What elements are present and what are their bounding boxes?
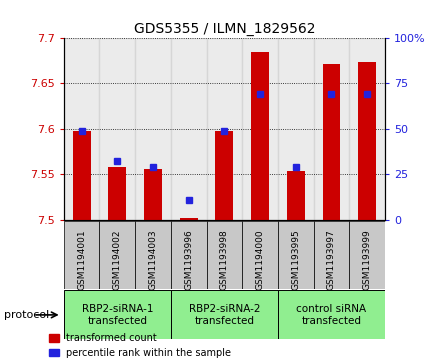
Text: protocol: protocol xyxy=(4,310,50,320)
Bar xyxy=(64,221,99,289)
Bar xyxy=(206,38,242,220)
Text: GSM1193995: GSM1193995 xyxy=(291,229,300,290)
Bar xyxy=(323,64,341,220)
Bar xyxy=(171,290,278,339)
Bar xyxy=(64,290,171,339)
Bar xyxy=(287,171,305,220)
Bar xyxy=(171,38,206,220)
Text: GSM1193999: GSM1193999 xyxy=(363,229,372,290)
Bar xyxy=(314,221,349,289)
Text: RBP2-siRNA-1
transfected: RBP2-siRNA-1 transfected xyxy=(81,304,153,326)
Text: GSM1193997: GSM1193997 xyxy=(327,229,336,290)
Bar xyxy=(108,167,126,220)
Bar xyxy=(99,221,135,289)
Bar xyxy=(349,38,385,220)
Bar xyxy=(242,221,278,289)
Bar xyxy=(216,131,233,220)
Bar xyxy=(171,221,206,289)
Bar xyxy=(278,38,314,220)
Text: GSM1194000: GSM1194000 xyxy=(256,229,264,290)
Bar xyxy=(278,290,385,339)
Bar xyxy=(135,221,171,289)
Bar xyxy=(314,38,349,220)
Text: GSM1194001: GSM1194001 xyxy=(77,229,86,290)
Bar xyxy=(135,38,171,220)
Bar xyxy=(278,221,314,289)
Bar xyxy=(242,38,278,220)
Text: GSM1194002: GSM1194002 xyxy=(113,229,122,290)
Bar xyxy=(99,38,135,220)
Bar xyxy=(144,169,162,220)
Text: RBP2-siRNA-2
transfected: RBP2-siRNA-2 transfected xyxy=(189,304,260,326)
Text: GSM1194003: GSM1194003 xyxy=(149,229,158,290)
Bar xyxy=(180,218,198,220)
Bar xyxy=(73,131,91,220)
Bar xyxy=(64,38,99,220)
Legend: transformed count, percentile rank within the sample: transformed count, percentile rank withi… xyxy=(49,333,231,358)
Title: GDS5355 / ILMN_1829562: GDS5355 / ILMN_1829562 xyxy=(134,22,315,36)
Bar xyxy=(349,221,385,289)
Bar xyxy=(251,52,269,220)
Bar xyxy=(358,62,376,220)
Bar xyxy=(206,221,242,289)
Text: control siRNA
transfected: control siRNA transfected xyxy=(297,304,367,326)
Text: GSM1193998: GSM1193998 xyxy=(220,229,229,290)
Text: GSM1193996: GSM1193996 xyxy=(184,229,193,290)
